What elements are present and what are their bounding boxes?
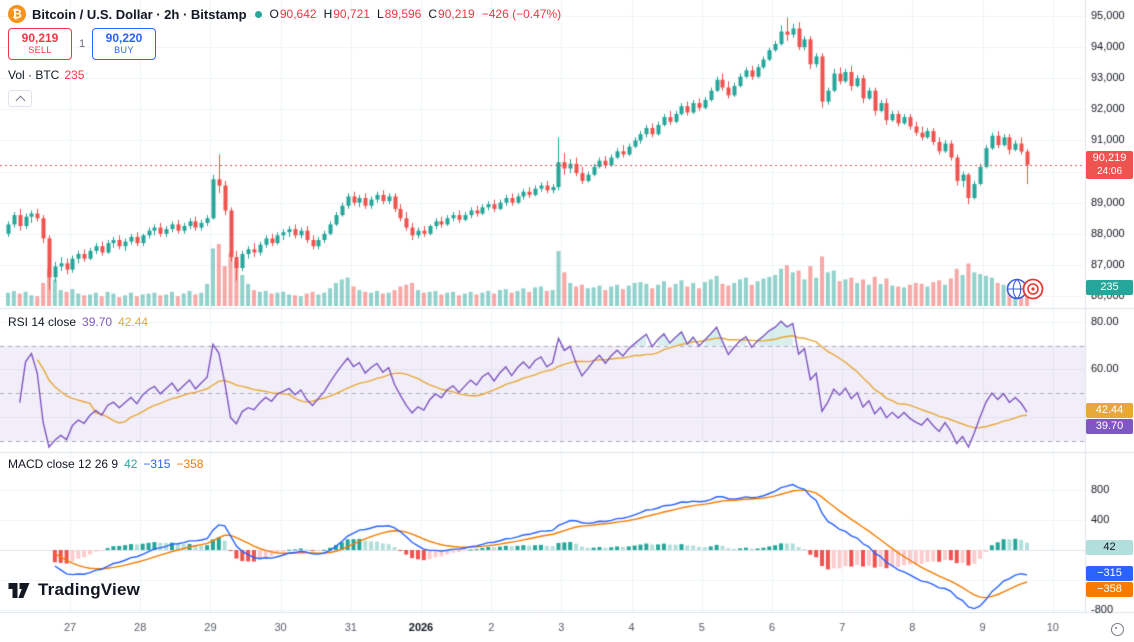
price-axis[interactable]: 90,219 24:06 235 42.44 39.70 42 −315 −35… [1086,0,1133,612]
bar-countdown: 24:06 [1096,166,1123,177]
ohlc-low-value: 89,596 [384,7,422,21]
sell-button[interactable]: 90,219 SELL [8,28,72,60]
tradingview-logo-icon [8,582,30,598]
quantity-field[interactable]: 1 [78,38,86,50]
rsi-value: 39.70 [82,315,113,329]
buy-price: 90,220 [105,31,143,46]
sell-label: SELL [28,44,52,55]
chevron-up-icon [15,95,25,105]
tradingview-logo-text: TradingView [38,580,141,599]
tradingview-logo[interactable]: TradingView [8,580,140,600]
last-price-value: 90,219 [1092,152,1127,164]
rsi-ma-badge: 42.44 [1086,403,1133,418]
sell-price: 90,219 [21,31,59,46]
rsi-title: RSI 14 close [8,315,77,329]
symbol-legend[interactable]: ₿ Bitcoin / U.S. Dollar · 2h · Bitstamp … [8,5,561,23]
ohlc-close-value: 90,219 [438,7,475,21]
macd-hist-badge: 42 [1086,540,1133,555]
rsi-badge: 39.70 [1086,419,1133,434]
clock-icon [1110,622,1124,636]
ohlc-low-label: L [376,7,384,21]
macd-line-value: −315 [143,457,171,471]
volume-badge: 235 [1086,280,1133,295]
volume-legend[interactable]: Vol · BTC 235 [8,68,84,82]
last-price-badge: 90,219 24:06 [1086,151,1133,179]
macd-title: MACD close 12 26 9 [8,457,119,471]
ohlc-high-value: 90,721 [333,7,370,21]
rsi-ma-value: 42.44 [118,315,149,329]
timezone-button[interactable] [1108,620,1126,638]
buy-button[interactable]: 90,220 BUY [92,28,156,60]
ohlc-open-label: O [269,7,279,21]
instrument-logos [1004,276,1046,307]
bitcoin-icon: ₿ [8,5,26,23]
ohlc-open-value: 90,642 [279,7,317,21]
collapse-indicators-button[interactable] [8,90,32,107]
macd-line-badge: −315 [1086,566,1133,581]
symbol-title[interactable]: Bitcoin / U.S. Dollar · 2h · Bitstamp [32,6,247,22]
market-status-dot [254,10,262,18]
volume-label: Vol · BTC [8,68,60,82]
macd-signal-badge: −358 [1086,582,1133,597]
macd-signal-value: −358 [176,457,204,471]
ohlc-values: O 90,642 H 90,721 L 89,596 C 90,219 −426 (−0… [270,7,562,21]
rsi-legend[interactable]: RSI 14 close 39.70 42.44 [8,315,148,329]
macd-legend[interactable]: MACD close 12 26 9 42 −315 −358 [8,457,203,471]
ohlc-change: −426 (−0.47%) [481,7,562,21]
trade-panel: 90,219 SELL 1 90,220 BUY [8,28,156,60]
macd-hist-value: 42 [124,457,138,471]
buy-label: BUY [114,44,134,55]
bitstamp-icon [1022,278,1044,300]
ohlc-close-label: C [428,7,438,21]
ohlc-high-label: H [323,7,333,21]
volume-value: 235 [64,68,85,82]
